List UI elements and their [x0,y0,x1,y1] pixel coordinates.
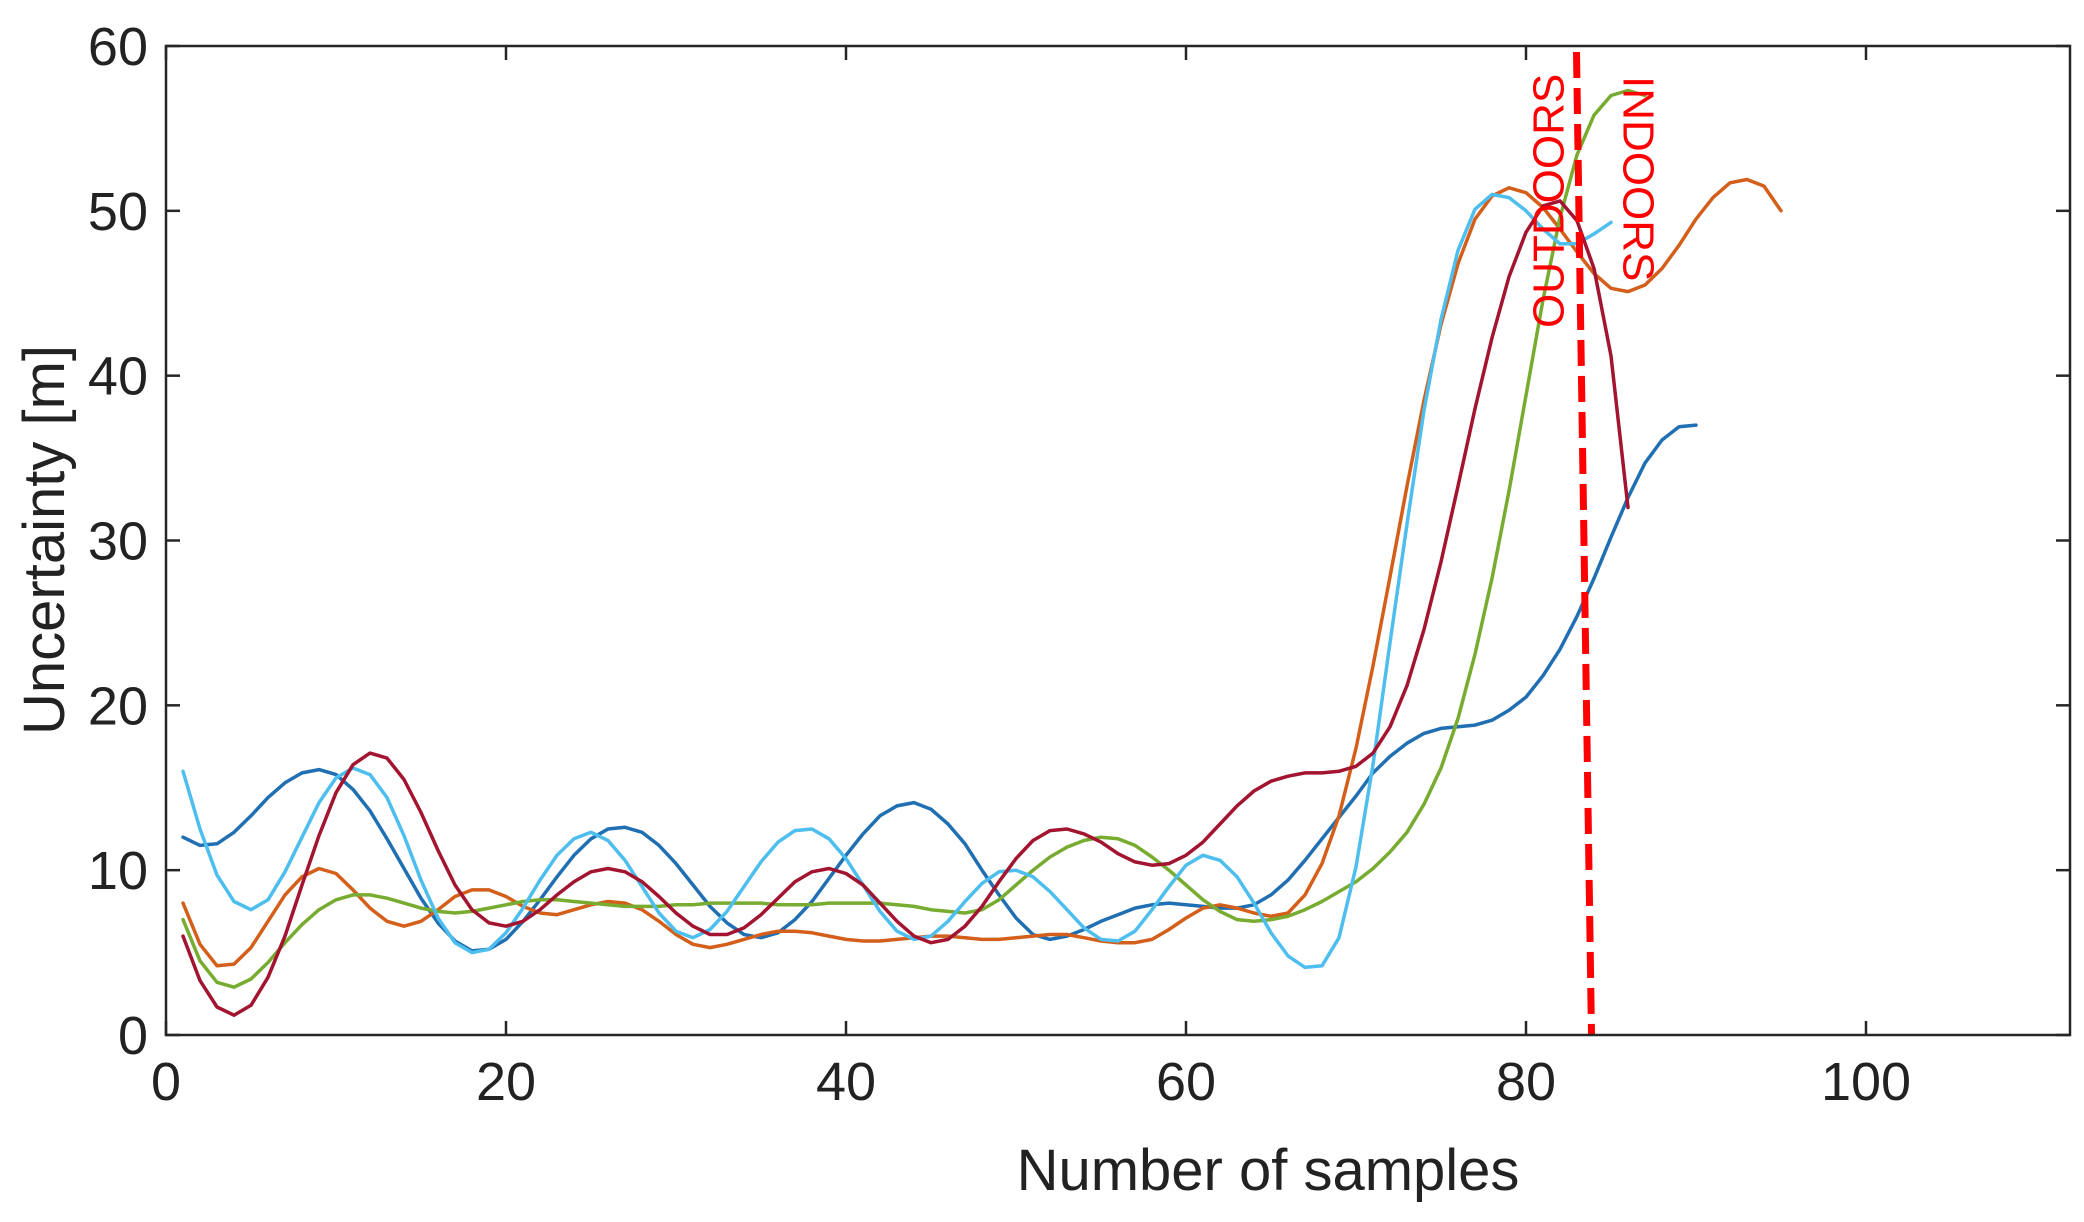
x-axis-label: Number of samples [1017,1138,1520,1203]
y-tick-label: 10 [88,841,148,901]
y-tick-label: 0 [118,1006,148,1066]
x-tick-label: 0 [151,1052,181,1112]
x-tick-label: 20 [476,1052,536,1112]
y-axis-label: Uncertainty [m] [12,345,77,735]
series-layer [181,88,1783,1017]
y-tick-label: 20 [88,676,148,736]
series-line-green [181,88,1647,989]
y-tick-label: 50 [88,182,148,242]
outdoors-indoors-divider [1573,51,1595,1036]
series-line-crimson [181,199,1630,1017]
series-line-orange [181,177,1783,968]
tick-layer: 0 20 40 60 80 100 0 10 20 30 40 50 60 [88,17,2070,1112]
x-tick-label: 60 [1156,1052,1216,1112]
indoors-label: INDOORS [1614,76,1663,281]
x-tick-label: 80 [1496,1052,1556,1112]
y-tick-label: 30 [88,512,148,572]
series-line-blue [181,423,1698,953]
outdoors-label: OUTDOORS [1525,74,1574,328]
y-tick-label: 40 [88,347,148,407]
x-tick-label: 100 [1821,1052,1911,1112]
y-tick-label: 60 [88,17,148,77]
series-line-lightblue [181,192,1613,970]
x-tick-label: 40 [816,1052,876,1112]
